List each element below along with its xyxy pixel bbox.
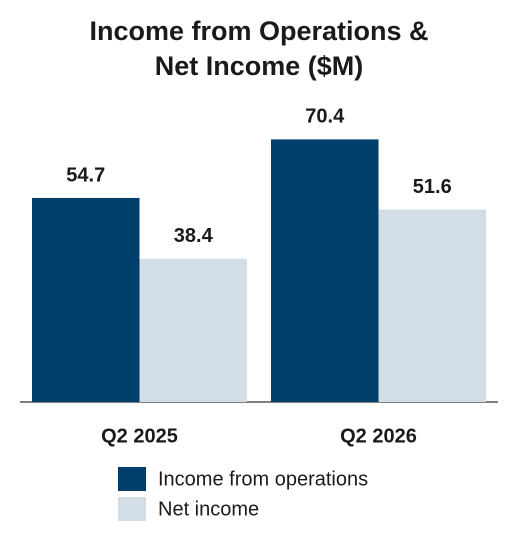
bar [32, 197, 140, 402]
chart-title: Income from Operations & [89, 16, 428, 46]
value-label: 38.4 [174, 225, 214, 247]
x-tick-label: Q2 2026 [340, 425, 417, 447]
value-label: 51.6 [413, 176, 452, 198]
value-label: 54.7 [66, 164, 105, 186]
legend-label: Net income [158, 498, 259, 520]
chart-title: Net Income ($M) [155, 51, 364, 81]
bar [271, 139, 379, 402]
legend-swatch [118, 467, 146, 491]
value-label: 70.4 [305, 106, 345, 128]
legend-swatch [118, 497, 146, 521]
legend-label: Income from operations [158, 468, 368, 490]
x-tick-label: Q2 2025 [101, 425, 178, 447]
bar [378, 209, 486, 402]
bar [139, 258, 247, 402]
